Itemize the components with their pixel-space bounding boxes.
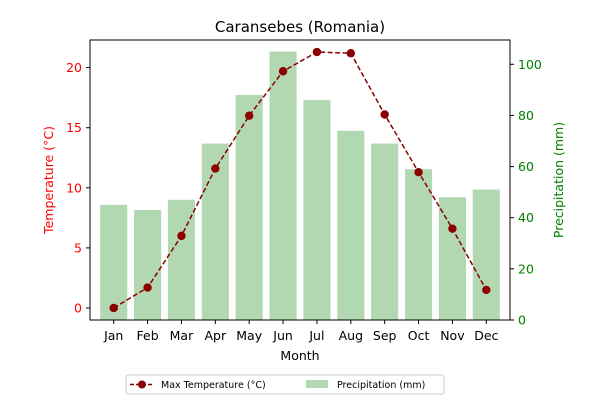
x-tick-label-sep: Sep xyxy=(373,328,397,343)
temp-point-apr xyxy=(211,164,220,173)
right-axis-label: Precipitation (mm) xyxy=(551,122,566,238)
chart-title: Caransebes (Romania) xyxy=(215,18,385,36)
temp-point-dec xyxy=(482,285,491,295)
plot-frame xyxy=(89,39,511,321)
left-axis-label: Temperature (°C) xyxy=(41,126,56,235)
precipitation-bars xyxy=(100,51,500,321)
x-tick-label-jan: Jan xyxy=(103,328,123,343)
temp-point-feb xyxy=(143,283,152,292)
temp-point-mar xyxy=(177,231,186,241)
precip-bar-sep xyxy=(371,143,399,320)
x-tick-label-apr: Apr xyxy=(205,328,227,343)
precip-bar-apr xyxy=(201,143,229,320)
left-tick-label-0: 0 xyxy=(74,300,82,315)
left-tick-label-20: 20 xyxy=(66,60,82,75)
precip-bar-aug xyxy=(337,130,365,320)
x-tick-label-oct: Oct xyxy=(408,328,430,343)
temperature-line xyxy=(109,47,491,313)
right-tick-label-0: 0 xyxy=(518,313,526,328)
right-tick-label-40: 40 xyxy=(518,210,534,225)
x-tick-label-dec: Dec xyxy=(474,328,498,343)
temp-point-nov xyxy=(448,224,457,233)
temp-point-sep xyxy=(380,110,389,119)
legend-line-marker xyxy=(138,380,146,389)
temperature-series-line xyxy=(113,51,487,309)
precip-bar-jul xyxy=(303,100,331,320)
legend-bar-swatch xyxy=(306,380,328,388)
precip-bar-jun xyxy=(269,51,297,321)
x-tick-label-aug: Aug xyxy=(339,328,363,343)
x-tick-label-may: May xyxy=(236,328,262,343)
legend-box xyxy=(125,374,445,395)
x-axis-label: Month xyxy=(280,348,319,363)
legend-label-precipitation: Precipitation (mm) xyxy=(337,380,425,391)
left-tick-label-10: 10 xyxy=(66,180,82,195)
right-tick-label-100: 100 xyxy=(518,57,542,72)
temp-point-jan xyxy=(109,303,118,313)
right-tick-label-60: 60 xyxy=(518,159,534,174)
x-tick-label-nov: Nov xyxy=(440,328,465,343)
left-tick-label-15: 15 xyxy=(66,120,82,135)
legend-label-temperature: Max Temperature (°C) xyxy=(161,380,266,391)
x-tick-label-feb: Feb xyxy=(137,328,159,343)
precip-bar-dec xyxy=(472,189,500,320)
right-tick-label-80: 80 xyxy=(518,108,534,123)
temp-point-jul xyxy=(312,47,322,57)
temp-point-aug xyxy=(346,49,356,58)
precip-bar-may xyxy=(235,94,263,320)
left-tick-label-5: 5 xyxy=(74,240,82,255)
axes: Jan Feb Mar Apr May Jun Jul Aug Sep Oct Nov Dec 0 5 10… xyxy=(66,39,542,343)
x-tick-label-jun: Jun xyxy=(272,328,293,343)
right-tick-label-20: 20 xyxy=(518,261,534,276)
temp-point-jun xyxy=(278,67,288,76)
precip-bar-nov xyxy=(438,197,466,320)
x-tick-label-mar: Mar xyxy=(170,328,194,343)
temp-point-may xyxy=(244,111,254,120)
precip-bar-mar xyxy=(167,199,195,320)
precip-bar-feb xyxy=(134,210,162,320)
temp-point-oct xyxy=(414,167,423,177)
legend: Max Temperature (°C) Precipitation (mm) xyxy=(125,374,445,395)
precip-bar-jan xyxy=(100,204,128,320)
precip-bar-oct xyxy=(405,169,433,320)
x-tick-label-jul: Jul xyxy=(308,328,324,343)
